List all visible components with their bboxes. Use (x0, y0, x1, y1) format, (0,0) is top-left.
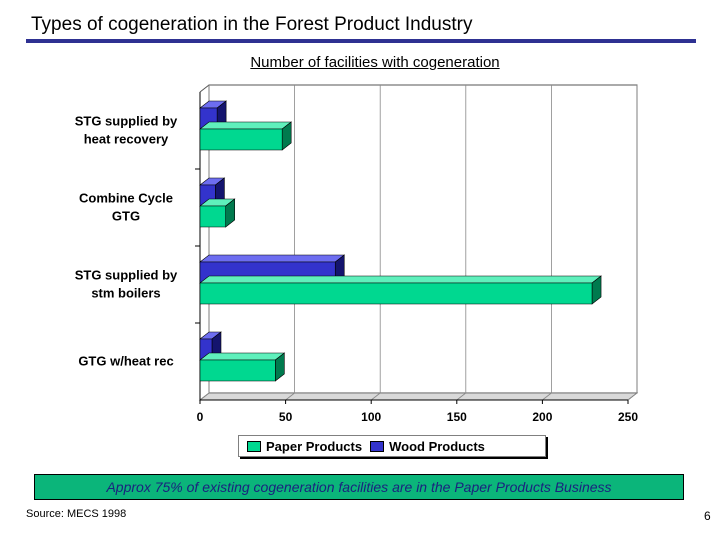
bar-chart: 0 50 100 150 200 250 STG supplied by heat recov… (75, 84, 639, 424)
bar-paper-3-face (199, 275, 602, 284)
x-tick-label-100: 100 (361, 410, 381, 424)
legend-swatch-paper (247, 440, 261, 452)
bar-paper-4-face (199, 352, 286, 361)
x-tick-label-0: 0 (197, 410, 204, 424)
floor-line-150 (456, 392, 467, 401)
slide-title: Types of cogeneration in the Forest Prod… (31, 14, 473, 35)
source-note: Source: MECS 1998 (26, 508, 127, 520)
legend-label-paper: Paper Products (266, 438, 363, 454)
bar-paper-1-face (199, 128, 283, 151)
category-label-3: STG supplied by (75, 268, 178, 283)
category-label-4: GTG w/heat rec (78, 354, 173, 369)
bar-paper-1-face (199, 121, 293, 130)
plot-floor (198, 392, 639, 401)
plot-side-edge (199, 84, 210, 93)
title-rule (26, 39, 696, 43)
callout-box: Approx 75% of existing cogeneration faci… (34, 474, 684, 500)
legend-item-wood: Wood Products (370, 439, 485, 454)
bar-paper-3 (199, 275, 602, 305)
category-label-3: stm boilers (91, 286, 160, 301)
page-number: 6 (704, 509, 711, 523)
bar-paper-1 (199, 121, 293, 151)
chart-legend: Paper Products Wood Products (238, 435, 546, 457)
legend-swatch-wood (370, 440, 385, 452)
x-tick-label-200: 200 (532, 410, 552, 424)
bar-paper-3-face (199, 282, 593, 305)
floor-line-100 (370, 392, 381, 401)
category-label-2: GTG (112, 209, 140, 224)
floor-line-250 (627, 392, 638, 401)
floor-line-50 (285, 392, 295, 401)
legend-label-wood: Wood Products (389, 438, 485, 454)
floor-line-200 (542, 392, 552, 401)
x-tick-label-50: 50 (279, 410, 293, 424)
x-tick-label-150: 150 (447, 410, 467, 424)
bar-paper-2 (199, 198, 236, 228)
bar-paper-2-face (199, 205, 226, 228)
bar-paper-4 (199, 352, 286, 382)
x-tick-label-250: 250 (618, 410, 638, 424)
bar-wood-3-face (199, 254, 346, 263)
category-label-1: STG supplied by (75, 114, 178, 129)
chart-title: Number of facilities with cogeneration (250, 54, 500, 71)
callout-text: Approx 75% of existing cogeneration faci… (106, 479, 612, 495)
category-label-1: heat recovery (84, 132, 169, 147)
category-label-2: Combine Cycle (79, 191, 173, 206)
floor-line-0 (199, 392, 210, 401)
legend-item-paper: Paper Products (247, 439, 362, 454)
bar-paper-4-face (199, 359, 276, 382)
